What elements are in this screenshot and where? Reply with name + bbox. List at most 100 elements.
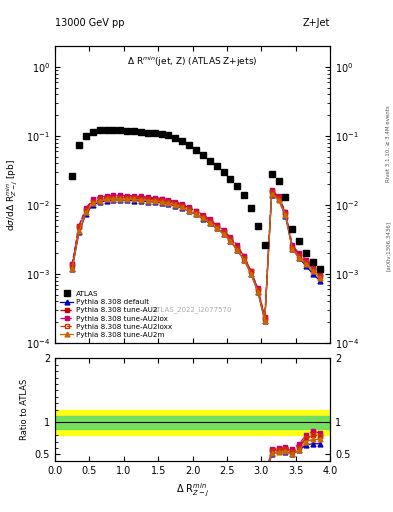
Pythia 8.308 tune-AU2m: [263, 318, 267, 324]
Pythia 8.308 tune-AU2loxx: [235, 245, 240, 251]
Pythia 8.308 tune-AU2lox: [228, 234, 233, 240]
Pythia 8.308 default: [125, 197, 130, 203]
Pythia 8.308 tune-AU2m: [194, 211, 198, 217]
Pythia 8.308 tune-AU2m: [145, 198, 150, 204]
Pythia 8.308 default: [84, 210, 88, 217]
Pythia 8.308 default: [77, 229, 81, 236]
ATLAS: [180, 138, 185, 144]
ATLAS: [200, 152, 205, 158]
Pythia 8.308 tune-AU2: [180, 202, 185, 208]
Pythia 8.308 tune-AU2loxx: [221, 229, 226, 236]
Pythia 8.308 default: [166, 201, 171, 207]
Legend: ATLAS, Pythia 8.308 default, Pythia 8.308 tune-AU2, Pythia 8.308 tune-AU2lox, Py: ATLAS, Pythia 8.308 default, Pythia 8.30…: [59, 289, 174, 339]
Pythia 8.308 tune-AU2: [297, 252, 301, 258]
Pythia 8.308 tune-AU2lox: [159, 196, 164, 202]
ATLAS: [166, 132, 171, 138]
Pythia 8.308 tune-AU2loxx: [104, 195, 109, 201]
Text: ATLAS_2022_I2077570: ATLAS_2022_I2077570: [153, 307, 232, 313]
Pythia 8.308 tune-AU2loxx: [159, 198, 164, 204]
Pythia 8.308 tune-AU2m: [242, 257, 246, 263]
Pythia 8.308 tune-AU2loxx: [263, 316, 267, 323]
Pythia 8.308 tune-AU2loxx: [125, 195, 130, 201]
Pythia 8.308 tune-AU2loxx: [200, 214, 205, 220]
ATLAS: [84, 133, 88, 139]
Pythia 8.308 tune-AU2: [152, 196, 157, 202]
Pythia 8.308 default: [318, 278, 322, 284]
Text: 13000 GeV pp: 13000 GeV pp: [55, 18, 125, 28]
Pythia 8.308 tune-AU2m: [283, 212, 288, 218]
ATLAS: [97, 127, 102, 134]
Pythia 8.308 tune-AU2lox: [84, 205, 88, 211]
Pythia 8.308 default: [310, 271, 315, 277]
ATLAS: [242, 192, 246, 198]
Pythia 8.308 tune-AU2: [235, 243, 240, 249]
Pythia 8.308 tune-AU2: [70, 261, 75, 267]
Text: Rivet 3.1.10, ≥ 3.4M events: Rivet 3.1.10, ≥ 3.4M events: [386, 105, 391, 182]
Pythia 8.308 tune-AU2m: [304, 261, 309, 267]
Pythia 8.308 default: [139, 198, 143, 204]
Pythia 8.308 tune-AU2: [159, 197, 164, 203]
Pythia 8.308 default: [200, 216, 205, 222]
Pythia 8.308 tune-AU2loxx: [84, 207, 88, 213]
Pythia 8.308 tune-AU2loxx: [310, 265, 315, 271]
Pythia 8.308 tune-AU2: [228, 235, 233, 241]
Pythia 8.308 tune-AU2loxx: [208, 219, 212, 225]
ATLAS: [297, 238, 301, 244]
Pythia 8.308 tune-AU2: [255, 286, 260, 292]
Pythia 8.308 tune-AU2lox: [235, 242, 240, 248]
ATLAS: [194, 147, 198, 153]
Pythia 8.308 tune-AU2m: [228, 238, 233, 244]
Pythia 8.308 tune-AU2lox: [180, 201, 185, 207]
Pythia 8.308 default: [297, 255, 301, 261]
Pythia 8.308 tune-AU2loxx: [90, 199, 95, 205]
Pythia 8.308 default: [276, 197, 281, 203]
ATLAS: [276, 178, 281, 184]
Pythia 8.308 tune-AU2loxx: [132, 195, 136, 201]
ATLAS: [118, 127, 123, 134]
Pythia 8.308 tune-AU2lox: [152, 195, 157, 201]
Pythia 8.308 tune-AU2loxx: [145, 196, 150, 202]
ATLAS: [173, 135, 178, 141]
Pythia 8.308 default: [228, 238, 233, 244]
Pythia 8.308 tune-AU2: [118, 194, 123, 200]
ATLAS: [318, 265, 322, 271]
Pythia 8.308 tune-AU2lox: [283, 208, 288, 215]
Pythia 8.308 default: [111, 197, 116, 203]
ATLAS: [310, 259, 315, 265]
Pythia 8.308 tune-AU2m: [173, 202, 178, 208]
Pythia 8.308 tune-AU2: [125, 194, 130, 200]
Pythia 8.308 default: [235, 247, 240, 253]
Pythia 8.308 tune-AU2loxx: [173, 201, 178, 207]
ATLAS: [249, 205, 253, 211]
Pythia 8.308 tune-AU2loxx: [97, 197, 102, 203]
Pythia 8.308 tune-AU2: [77, 223, 81, 229]
Pythia 8.308 tune-AU2m: [90, 200, 95, 206]
X-axis label: $\Delta$ R$^{min}_{Z-j}$: $\Delta$ R$^{min}_{Z-j}$: [176, 481, 209, 499]
Pythia 8.308 tune-AU2m: [249, 271, 253, 277]
Pythia 8.308 tune-AU2: [90, 198, 95, 204]
Pythia 8.308 tune-AU2m: [221, 231, 226, 237]
Pythia 8.308 tune-AU2m: [159, 199, 164, 205]
Bar: [55, 416, 330, 429]
Y-axis label: Ratio to ATLAS: Ratio to ATLAS: [20, 379, 29, 440]
Pythia 8.308 tune-AU2lox: [304, 257, 309, 263]
Pythia 8.308 tune-AU2loxx: [152, 197, 157, 203]
Pythia 8.308 tune-AU2loxx: [290, 245, 295, 251]
Pythia 8.308 tune-AU2lox: [97, 194, 102, 200]
Pythia 8.308 tune-AU2m: [214, 225, 219, 231]
Pythia 8.308 tune-AU2lox: [276, 194, 281, 200]
Bar: [55, 410, 330, 435]
Pythia 8.308 tune-AU2loxx: [118, 195, 123, 201]
Pythia 8.308 tune-AU2lox: [77, 223, 81, 229]
Pythia 8.308 tune-AU2: [304, 259, 309, 265]
ATLAS: [290, 226, 295, 232]
Pythia 8.308 tune-AU2: [139, 195, 143, 201]
Pythia 8.308 tune-AU2m: [318, 275, 322, 281]
Pythia 8.308 tune-AU2loxx: [297, 253, 301, 260]
Pythia 8.308 tune-AU2: [194, 208, 198, 215]
Pythia 8.308 default: [104, 198, 109, 204]
Pythia 8.308 tune-AU2: [200, 212, 205, 219]
Pythia 8.308 tune-AU2: [173, 200, 178, 206]
ATLAS: [214, 163, 219, 169]
Pythia 8.308 tune-AU2loxx: [283, 210, 288, 217]
